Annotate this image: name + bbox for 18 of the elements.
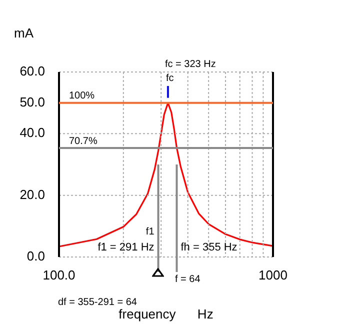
y-tick-label: 40.0 [20, 125, 45, 140]
y-tick-label: 60.0 [20, 64, 45, 79]
ref-line-label: f1 = 291 Hz [98, 242, 154, 254]
x-tick-label: 1000 [258, 267, 288, 282]
text: df = 355-291 = 64 [58, 296, 138, 308]
annotation: 70.7% [69, 136, 98, 147]
y-tick-label: 50.0 [20, 94, 45, 110]
annotation: f1 [146, 226, 155, 238]
x-axis-title: frequency Hz [118, 306, 214, 322]
y-tick-label: 20.0 [20, 186, 45, 202]
annotation: 100% [69, 90, 95, 102]
text: fc = 323 Hz [165, 58, 216, 70]
ref-line-label: fh = 355 Hz [180, 242, 238, 254]
y-tick-label: 0.0 [26, 248, 45, 264]
annotation: fc [166, 72, 174, 84]
text: f = 64 [175, 274, 201, 285]
x-tick-label: 100.0 [42, 267, 76, 282]
y-axis-title: mA [14, 26, 34, 41]
